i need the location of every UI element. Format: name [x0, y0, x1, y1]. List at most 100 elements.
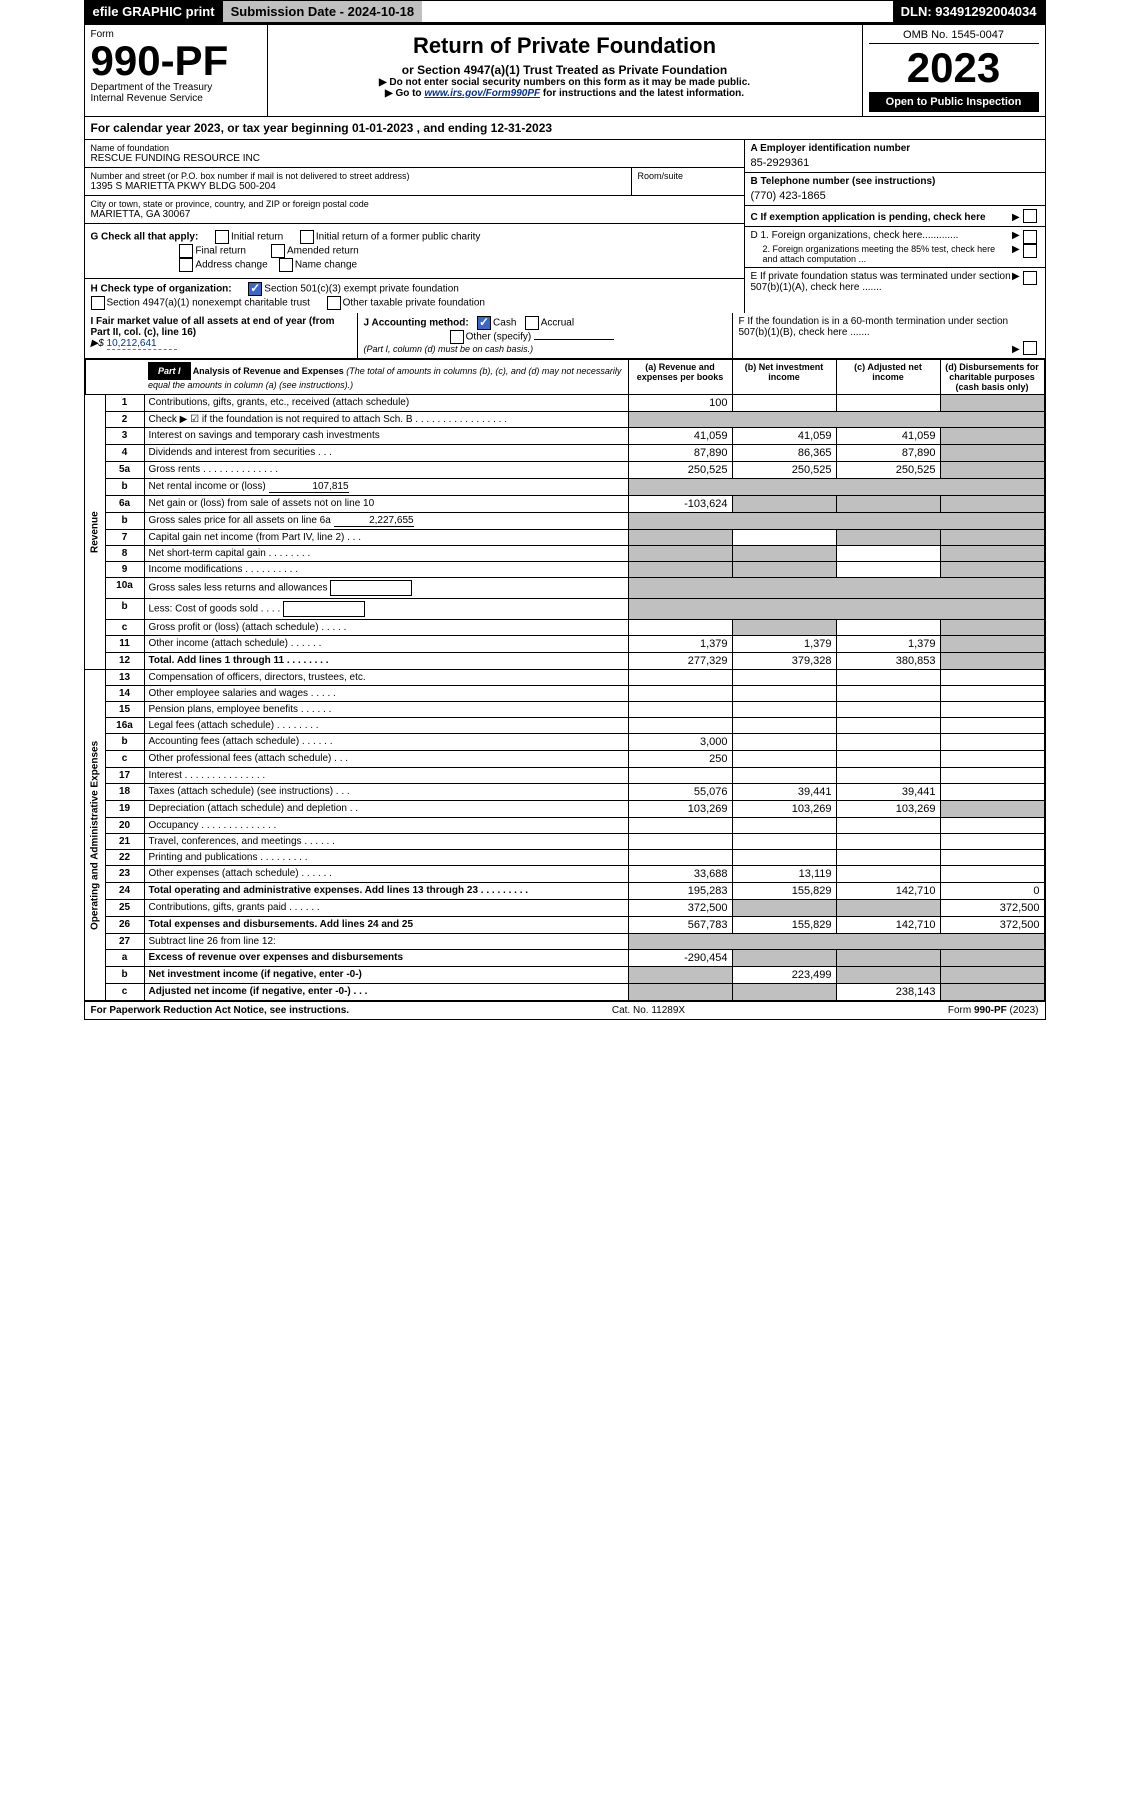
line-label: Net rental income or (loss) 107,815: [144, 479, 628, 496]
cell-b: 155,829: [732, 917, 836, 934]
omb-number: OMB No. 1545-0047: [869, 29, 1039, 44]
table-row: 24Total operating and administrative exp…: [85, 883, 1044, 900]
table-row: 9Income modifications . . . . . . . . . …: [85, 562, 1044, 578]
table-row: aExcess of revenue over expenses and dis…: [85, 950, 1044, 967]
s4947-label: Section 4947(a)(1) nonexempt charitable …: [107, 298, 310, 309]
initial-former-checkbox[interactable]: [300, 230, 314, 244]
line-number: 15: [105, 702, 144, 718]
cell-a: [628, 984, 732, 1001]
cell-a: [628, 686, 732, 702]
table-row: 14Other employee salaries and wages . . …: [85, 686, 1044, 702]
line-label: Depreciation (attach schedule) and deple…: [144, 801, 628, 818]
shaded-cell: [628, 578, 1044, 599]
cell-d: [940, 686, 1044, 702]
accrual-checkbox[interactable]: [525, 316, 539, 330]
d1-checkbox[interactable]: [1023, 230, 1037, 244]
cell-c: 142,710: [836, 917, 940, 934]
line-label: Capital gain net income (from Part IV, l…: [144, 530, 628, 546]
cell-c: 39,441: [836, 784, 940, 801]
cell-c: [836, 670, 940, 686]
phone-label: B Telephone number (see instructions): [751, 176, 1039, 187]
name-change-checkbox[interactable]: [279, 258, 293, 272]
dln-label: DLN: 93491292004034: [893, 1, 1045, 22]
s501-checkbox[interactable]: [248, 282, 262, 296]
final-return-checkbox[interactable]: [179, 244, 193, 258]
cell-a: [628, 620, 732, 636]
cell-b: 223,499: [732, 967, 836, 984]
line-number: a: [105, 950, 144, 967]
line-number: 26: [105, 917, 144, 934]
cell-d: [940, 702, 1044, 718]
initial-return-checkbox[interactable]: [215, 230, 229, 244]
address-change-checkbox[interactable]: [179, 258, 193, 272]
e-checkbox[interactable]: [1023, 271, 1037, 285]
f-checkbox[interactable]: [1023, 341, 1037, 355]
cell-c: 1,379: [836, 636, 940, 653]
cell-a: 55,076: [628, 784, 732, 801]
line-label: Excess of revenue over expenses and disb…: [144, 950, 628, 967]
shaded-cell: [628, 412, 1044, 428]
table-row: 21Travel, conferences, and meetings . . …: [85, 834, 1044, 850]
form-title: Return of Private Foundation: [274, 33, 856, 59]
line-number: 25: [105, 900, 144, 917]
phone-value: (770) 423-1865: [751, 187, 1039, 202]
d2-checkbox[interactable]: [1023, 244, 1037, 258]
form-warning: ▶ Do not enter social security numbers o…: [274, 77, 856, 88]
table-row: 2Check ▶ ☑ if the foundation is not requ…: [85, 412, 1044, 428]
cell-b: [732, 686, 836, 702]
cash-label: Cash: [493, 318, 516, 329]
cell-b: [732, 496, 836, 513]
cell-a: 33,688: [628, 866, 732, 883]
cell-d: [940, 445, 1044, 462]
line-label: Other expenses (attach schedule) . . . .…: [144, 866, 628, 883]
line-number: 20: [105, 818, 144, 834]
table-row: 23Other expenses (attach schedule) . . .…: [85, 866, 1044, 883]
table-row: bGross sales price for all assets on lin…: [85, 513, 1044, 530]
line-number: c: [105, 751, 144, 768]
cell-d: [940, 950, 1044, 967]
open-inspection: Open to Public Inspection: [869, 92, 1039, 112]
line-number: 12: [105, 653, 144, 670]
table-row: 5aGross rents . . . . . . . . . . . . . …: [85, 462, 1044, 479]
cell-a: [628, 546, 732, 562]
cell-c: [836, 530, 940, 546]
cell-b: 41,059: [732, 428, 836, 445]
i-label: I Fair market value of all assets at end…: [91, 316, 335, 338]
name-change-label: Name change: [295, 260, 357, 271]
line-number: 18: [105, 784, 144, 801]
line-number: 3: [105, 428, 144, 445]
cell-a: 3,000: [628, 734, 732, 751]
g-label: G Check all that apply:: [91, 232, 199, 243]
final-return-label: Final return: [195, 246, 246, 257]
cell-d: [940, 620, 1044, 636]
table-row: bNet investment income (if negative, ent…: [85, 967, 1044, 984]
cell-a: [628, 718, 732, 734]
cell-d: [940, 562, 1044, 578]
line-number: 7: [105, 530, 144, 546]
line-number: 13: [105, 670, 144, 686]
top-bar: efile GRAPHIC print Submission Date - 20…: [85, 1, 1045, 24]
goto-link[interactable]: www.irs.gov/Form990PF: [424, 88, 540, 99]
cell-b: [732, 395, 836, 412]
footer: For Paperwork Reduction Act Notice, see …: [85, 1001, 1045, 1019]
table-row: 17Interest . . . . . . . . . . . . . . .: [85, 768, 1044, 784]
table-row: bAccounting fees (attach schedule) . . .…: [85, 734, 1044, 751]
cash-checkbox[interactable]: [477, 316, 491, 330]
line-number: c: [105, 984, 144, 1001]
cell-c: [836, 751, 940, 768]
s4947-checkbox[interactable]: [91, 296, 105, 310]
line-number: 4: [105, 445, 144, 462]
cell-b: 86,365: [732, 445, 836, 462]
cell-d: [940, 653, 1044, 670]
cell-d: [940, 784, 1044, 801]
other-taxable-checkbox[interactable]: [327, 296, 341, 310]
table-row: 3Interest on savings and temporary cash …: [85, 428, 1044, 445]
expenses-sidebar: Operating and Administrative Expenses: [85, 670, 105, 1001]
amended-return-checkbox[interactable]: [271, 244, 285, 258]
cell-c: [836, 866, 940, 883]
table-row: 19Depreciation (attach schedule) and dep…: [85, 801, 1044, 818]
other-method-checkbox[interactable]: [450, 330, 464, 344]
name-label: Name of foundation: [91, 143, 738, 153]
c-checkbox[interactable]: [1023, 209, 1037, 223]
d1-label: D 1. Foreign organizations, check here..…: [751, 230, 1013, 244]
